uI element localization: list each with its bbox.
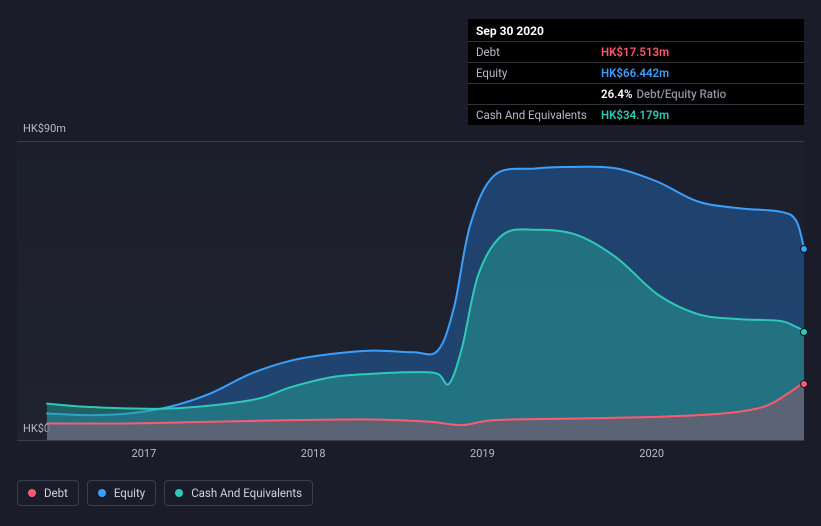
chart-tooltip: Sep 30 2020 DebtHK$17.513mEquityHK$66.44… xyxy=(468,19,804,125)
x-axis-label: 2018 xyxy=(301,447,326,460)
tooltip-label: Cash And Equivalents xyxy=(476,108,601,122)
x-axis-label: 2020 xyxy=(639,447,664,460)
legend-dot-icon xyxy=(175,489,183,497)
legend-label: Debt xyxy=(44,486,68,500)
legend-label: Cash And Equivalents xyxy=(191,486,302,500)
chart-root: Sep 30 2020 DebtHK$17.513mEquityHK$66.44… xyxy=(0,0,821,526)
tooltip-row: DebtHK$17.513m xyxy=(468,41,804,62)
tooltip-label xyxy=(476,87,601,101)
tooltip-value: 26.4%Debt/Equity Ratio xyxy=(601,87,726,101)
series-end-marker-debt xyxy=(800,380,808,388)
tooltip-label: Equity xyxy=(476,66,601,80)
tooltip-label: Debt xyxy=(476,45,601,59)
tooltip-value: HK$66.442m xyxy=(601,66,669,80)
legend-dot-icon xyxy=(98,489,106,497)
tooltip-row: Cash And EquivalentsHK$34.179m xyxy=(468,104,804,125)
series-end-marker-equity xyxy=(800,245,808,253)
tooltip-value: HK$34.179m xyxy=(601,108,669,122)
y-axis-label: HK$90m xyxy=(23,122,66,135)
x-axis-label: 2019 xyxy=(470,447,495,460)
tooltip-row: EquityHK$66.442m xyxy=(468,62,804,83)
legend-dot-icon xyxy=(28,489,36,497)
tooltip-row: 26.4%Debt/Equity Ratio xyxy=(468,83,804,104)
series-end-marker-cash-and-equivalents xyxy=(800,328,808,336)
legend: Debt Equity Cash And Equivalents xyxy=(17,480,313,506)
legend-item-equity[interactable]: Equity xyxy=(87,480,156,506)
plot-area xyxy=(17,141,804,441)
plot-svg xyxy=(17,142,804,440)
x-axis-label: 2017 xyxy=(132,447,157,460)
tooltip-value: HK$17.513m xyxy=(601,45,669,59)
legend-item-debt[interactable]: Debt xyxy=(17,480,79,506)
tooltip-date: Sep 30 2020 xyxy=(468,19,804,41)
legend-label: Equity xyxy=(114,486,145,500)
legend-item-cash-and-equivalents[interactable]: Cash And Equivalents xyxy=(164,480,313,506)
tooltip-secondary: Debt/Equity Ratio xyxy=(636,87,726,101)
